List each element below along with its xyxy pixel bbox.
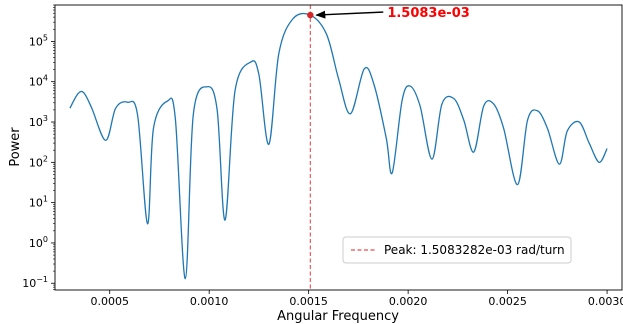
x-tick-label: 0.0030 [588, 295, 623, 308]
plot-frame [54, 4, 623, 291]
x-tick-label: 0.0005 [90, 295, 129, 308]
peak-point [307, 11, 314, 19]
y-tick-label: 10−1 [22, 275, 48, 290]
legend-box [342, 236, 572, 264]
peak-annotation: 1.5083e-03 [387, 6, 469, 21]
x-tick-label: 0.0020 [389, 295, 428, 308]
x-tick-label: 0.0010 [190, 295, 229, 308]
power-spectrum-line [69, 12, 608, 280]
y-axis-label: Power [8, 127, 23, 167]
y-tick-label: 101 [29, 195, 48, 210]
legend: Peak: 1.5083282e-03 rad/turn [342, 236, 572, 264]
y-tick-label: 100 [29, 235, 48, 250]
y-tick-label: 103 [29, 114, 48, 129]
y-tick-label: 104 [29, 74, 48, 89]
y-tick-label: 105 [29, 33, 48, 48]
x-tick-label: 0.0025 [488, 295, 527, 308]
legend-label: Peak: 1.5083282e-03 rad/turn [384, 243, 565, 257]
x-axis-label: Angular Frequency [277, 309, 399, 324]
x-tick-label: 0.0015 [289, 295, 328, 308]
annotation-arrow [315, 10, 384, 19]
y-tick-label: 102 [29, 154, 48, 169]
